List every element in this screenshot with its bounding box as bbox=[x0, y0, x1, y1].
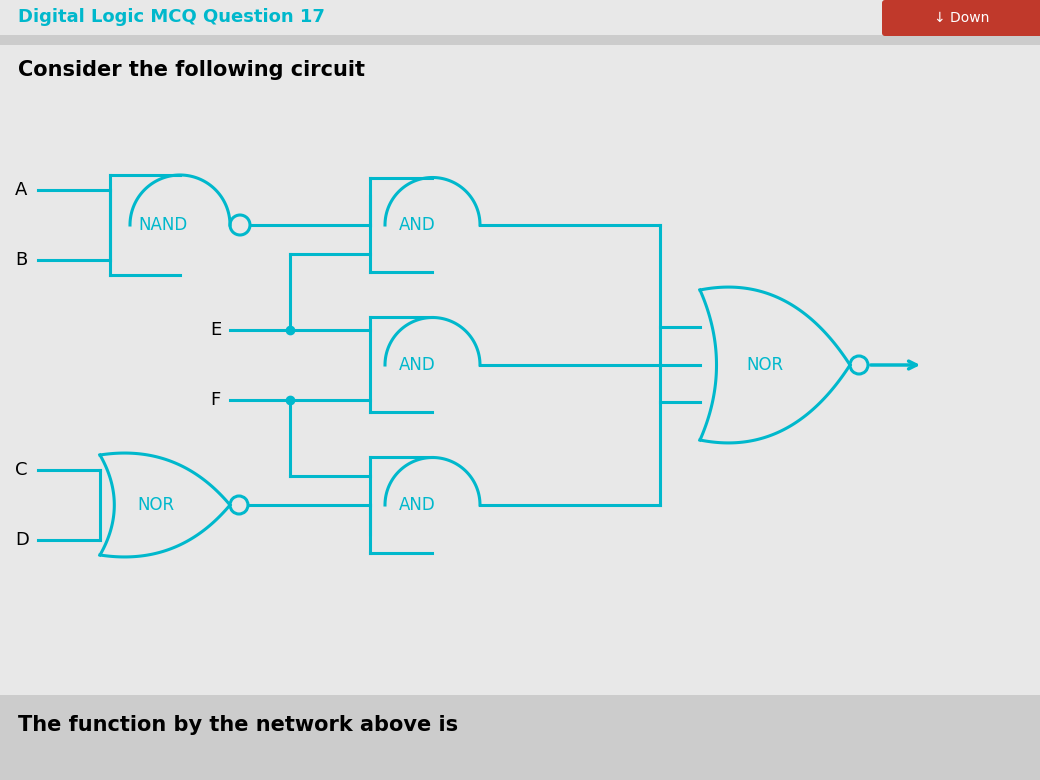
Text: AND: AND bbox=[399, 216, 436, 234]
Bar bbox=[0, 45, 1040, 695]
Text: Consider the following circuit: Consider the following circuit bbox=[18, 60, 365, 80]
Text: NOR: NOR bbox=[746, 356, 783, 374]
Text: NAND: NAND bbox=[138, 216, 188, 234]
Text: The function by the network above is: The function by the network above is bbox=[18, 715, 459, 735]
Bar bbox=[0, 0, 1040, 35]
Text: ↓ Down: ↓ Down bbox=[934, 11, 990, 25]
Text: A: A bbox=[15, 181, 27, 199]
Text: F: F bbox=[210, 391, 220, 409]
Text: AND: AND bbox=[399, 496, 436, 514]
Text: D: D bbox=[15, 531, 29, 549]
Text: C: C bbox=[15, 461, 27, 479]
Text: AND: AND bbox=[399, 356, 436, 374]
Text: NOR: NOR bbox=[137, 496, 175, 514]
Text: B: B bbox=[15, 251, 27, 269]
Text: Digital Logic MCQ Question 17: Digital Logic MCQ Question 17 bbox=[18, 9, 324, 27]
Text: E: E bbox=[210, 321, 222, 339]
FancyBboxPatch shape bbox=[882, 0, 1040, 36]
